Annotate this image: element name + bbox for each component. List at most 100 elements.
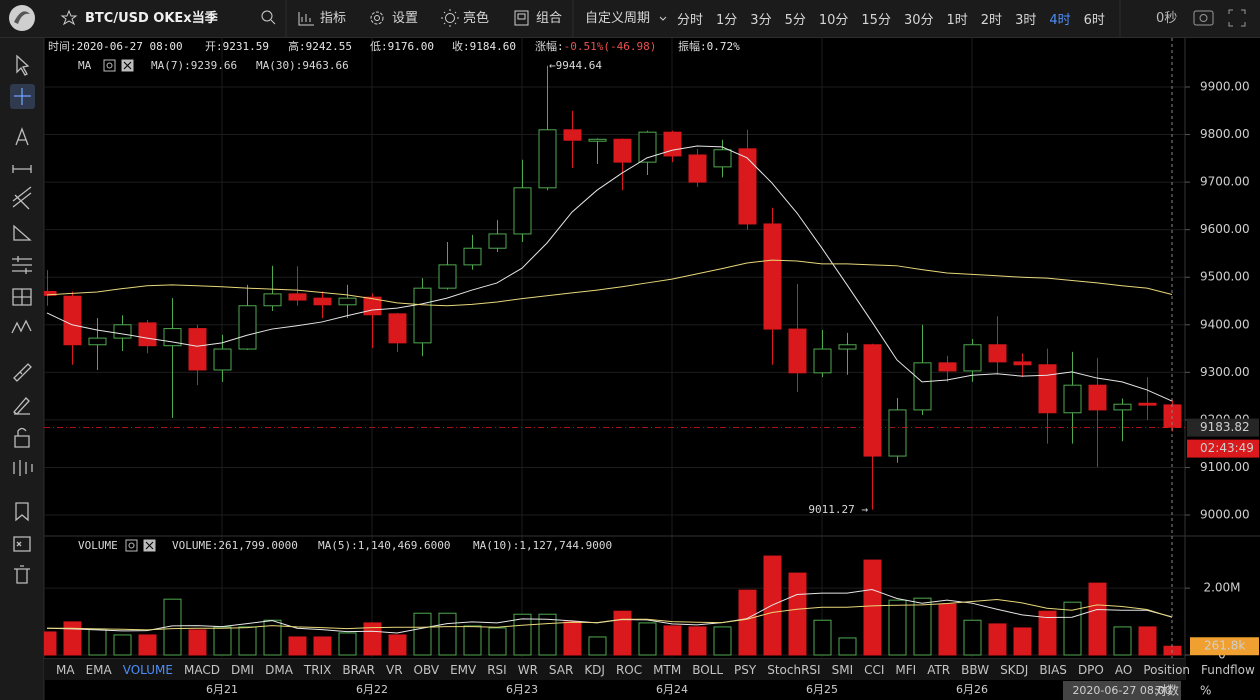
indicator-tab[interactable]: BRAR	[342, 662, 375, 677]
indicator-tab[interactable]: BBW	[961, 662, 990, 677]
indicator-tab[interactable]: Position	[1143, 662, 1191, 677]
x-tick-label: 6月24	[656, 683, 688, 696]
indicator-tab[interactable]: PSY	[734, 662, 757, 677]
fib-tool[interactable]	[12, 256, 32, 274]
triangle-tool[interactable]	[13, 224, 32, 241]
indicator-tab[interactable]: MTM	[653, 662, 682, 677]
info-label: 振幅:	[678, 39, 707, 53]
indicator-tab[interactable]: MACD	[183, 662, 220, 677]
period-button[interactable]: 15分	[861, 13, 891, 28]
indicator-tab[interactable]: DMI	[230, 662, 255, 677]
info-label: 涨幅:	[535, 40, 564, 53]
candle-body	[1063, 384, 1082, 414]
indicator-tab[interactable]: DPO	[1077, 662, 1104, 677]
period-button[interactable]: 3分	[750, 13, 772, 28]
indicator-tab[interactable]: VR	[385, 662, 403, 677]
theme-rays	[441, 9, 459, 27]
percent-toggle[interactable]: %	[1200, 684, 1211, 698]
cursor-tool[interactable]	[16, 54, 30, 76]
candle-body	[288, 293, 307, 301]
indicator-tab[interactable]: Fundflow	[1201, 662, 1255, 677]
indicator-tool[interactable]	[13, 460, 33, 476]
theme-icon	[445, 13, 455, 23]
layout-button[interactable]: 组合	[536, 11, 563, 26]
screenshot-icon[interactable]	[1193, 10, 1214, 26]
settings-button[interactable]: 设置	[392, 11, 419, 26]
period-button[interactable]: 1分	[716, 13, 738, 28]
indicators-button[interactable]: 指标	[320, 11, 347, 26]
log-scale-toggle[interactable]: 对数	[1155, 683, 1179, 698]
indicator-tab[interactable]: BOLL	[692, 662, 724, 677]
volume-bar	[138, 634, 157, 656]
symbol[interactable]: BTC/USD OKEx当季	[85, 11, 218, 26]
indicator-tab[interactable]: OBV	[413, 662, 440, 677]
screenshot-lens	[1199, 14, 1208, 22]
period-button[interactable]: 2时	[980, 13, 1003, 28]
volume-bar	[888, 599, 907, 656]
crosshair-tool[interactable]	[14, 88, 31, 105]
volume-pane	[44, 555, 1182, 656]
indicator-tab[interactable]: DMA	[265, 662, 293, 677]
volume-legend: VOLUME:261,799.0000	[172, 539, 298, 552]
candle-body	[963, 344, 982, 372]
indicator-tab[interactable]: EMV	[450, 662, 477, 677]
legend-item: MA(7):9239.66	[151, 59, 237, 72]
indicator-tab[interactable]: CCI	[864, 662, 885, 677]
ruler-tool[interactable]	[13, 363, 32, 382]
lock-tool[interactable]	[14, 427, 30, 448]
y-tick-label: 2.00M	[1203, 581, 1240, 595]
indicator-tab[interactable]: KDJ	[584, 662, 605, 677]
volume-bar	[538, 613, 557, 656]
indicator-tab[interactable]: BIAS	[1039, 662, 1067, 677]
indicator-tab[interactable]: EMA	[85, 662, 112, 677]
indicator-tab[interactable]: SKDJ	[1000, 662, 1029, 677]
edit-tool[interactable]	[13, 536, 31, 552]
settings-icon[interactable]	[103, 59, 116, 72]
volume-bar	[638, 622, 657, 656]
candle-body	[538, 129, 557, 189]
indicator-tab[interactable]: SMI	[831, 662, 854, 677]
volume-bar	[763, 555, 782, 656]
volume-bar	[588, 636, 607, 656]
info-bar: 时间:2020-06-27 08:00 开:9231.59 高:9242.55 低:9…	[48, 39, 740, 53]
wave-tool[interactable]	[11, 319, 32, 334]
candle-body	[213, 348, 232, 371]
indicator-tab[interactable]: VOLUME	[122, 662, 173, 677]
indicator-tab[interactable]: RSI	[487, 662, 507, 677]
text-tool[interactable]	[15, 127, 29, 146]
theme-button[interactable]: 亮色	[463, 11, 490, 26]
fullscreen-icon[interactable]	[1228, 9, 1246, 27]
candle-body	[188, 328, 207, 371]
tool-icons	[10, 54, 35, 584]
delete-tool[interactable]	[14, 565, 30, 584]
indicator-tab[interactable]: WR	[517, 662, 538, 677]
period-button[interactable]: 6时	[1083, 13, 1105, 28]
indicator-tab[interactable]: SAR	[548, 662, 574, 677]
channel-tool[interactable]	[12, 186, 32, 210]
custom-period-button[interactable]: 自定义周期	[585, 11, 651, 26]
volume-bar	[338, 632, 357, 656]
period-button[interactable]: 10分	[818, 13, 849, 28]
info-label: 收:	[452, 39, 470, 53]
period-button[interactable]: 1时	[946, 13, 968, 28]
period-button[interactable]: 分时	[677, 13, 704, 28]
favorite-icon[interactable]	[60, 9, 78, 26]
indicator-tab[interactable]: TRIX	[303, 662, 332, 677]
indicator-tab[interactable]: ROC	[615, 662, 643, 677]
line-tool[interactable]	[12, 165, 32, 173]
period-button[interactable]: 4时	[1049, 13, 1071, 28]
search-icon[interactable]	[261, 10, 273, 22]
grid-tool[interactable]	[12, 288, 32, 306]
indicator-tab[interactable]: StochRSI	[767, 662, 821, 677]
indicator-tab[interactable]: MA	[56, 662, 75, 677]
indicator-tab[interactable]: ATR	[927, 662, 951, 677]
period-button[interactable]: 30分	[903, 13, 934, 28]
settings-icon[interactable]	[125, 539, 138, 552]
brush-tool[interactable]	[13, 397, 30, 415]
period-button[interactable]: 5分	[784, 13, 806, 28]
bookmark-tool[interactable]	[15, 502, 29, 522]
left-toolbar	[0, 38, 44, 700]
indicator-tab[interactable]: MFI	[895, 662, 917, 677]
indicator-tab[interactable]: AO	[1114, 662, 1133, 677]
period-button[interactable]: 3时	[1015, 13, 1037, 28]
